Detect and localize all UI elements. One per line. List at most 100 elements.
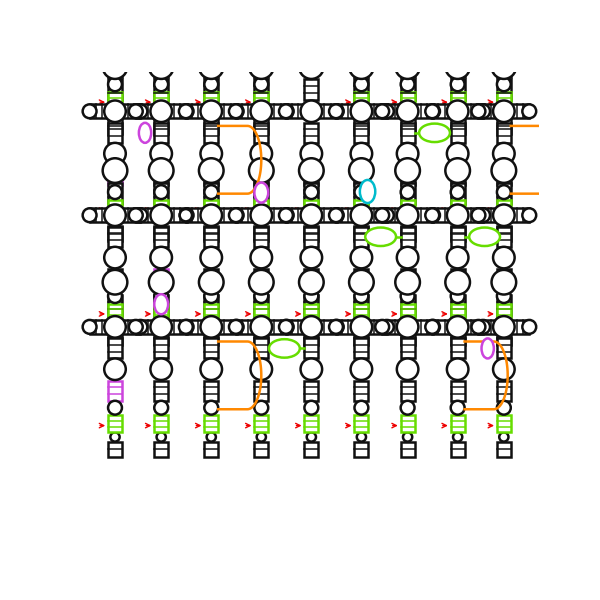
Bar: [464, 104, 483, 118]
Bar: [154, 226, 168, 241]
Bar: [108, 79, 122, 100]
Bar: [511, 0, 529, 10]
Circle shape: [230, 320, 244, 334]
Circle shape: [523, 104, 536, 118]
Ellipse shape: [515, 16, 546, 34]
Circle shape: [257, 109, 266, 118]
Bar: [108, 165, 122, 185]
Bar: [464, 0, 483, 10]
Bar: [218, 104, 236, 118]
Bar: [168, 104, 187, 118]
Circle shape: [349, 270, 374, 295]
Ellipse shape: [482, 338, 494, 358]
Bar: [205, 15, 218, 35]
Bar: [401, 79, 415, 100]
Circle shape: [445, 54, 470, 79]
Bar: [154, 118, 168, 134]
Bar: [154, 123, 168, 143]
Circle shape: [104, 143, 126, 164]
Circle shape: [425, 208, 439, 222]
Circle shape: [154, 401, 168, 415]
Circle shape: [451, 401, 464, 415]
Bar: [304, 123, 318, 143]
Bar: [497, 442, 511, 457]
Circle shape: [108, 289, 122, 303]
Circle shape: [499, 433, 508, 442]
Circle shape: [301, 316, 322, 338]
Bar: [478, 208, 497, 222]
Circle shape: [251, 143, 272, 164]
Bar: [497, 226, 511, 241]
Bar: [451, 165, 464, 185]
Bar: [108, 92, 122, 109]
Circle shape: [249, 270, 274, 295]
Bar: [254, 269, 268, 289]
Bar: [304, 183, 318, 205]
Ellipse shape: [365, 227, 396, 246]
Circle shape: [497, 77, 511, 91]
Circle shape: [206, 433, 216, 442]
Bar: [355, 442, 368, 457]
Bar: [336, 104, 355, 118]
Bar: [451, 183, 464, 205]
Circle shape: [151, 0, 172, 14]
Circle shape: [380, 0, 394, 10]
Bar: [336, 0, 355, 10]
Bar: [205, 330, 218, 346]
Circle shape: [329, 104, 343, 118]
Bar: [336, 208, 355, 222]
Circle shape: [357, 217, 366, 226]
Bar: [401, 165, 415, 185]
Bar: [401, 330, 415, 346]
Bar: [497, 123, 511, 143]
Circle shape: [104, 316, 126, 338]
Circle shape: [451, 185, 464, 199]
Circle shape: [299, 54, 323, 79]
Circle shape: [491, 158, 516, 183]
Circle shape: [499, 109, 508, 118]
Circle shape: [397, 205, 418, 226]
Bar: [236, 0, 254, 10]
Circle shape: [447, 358, 469, 380]
Bar: [318, 208, 337, 222]
Bar: [401, 381, 415, 401]
Circle shape: [401, 77, 415, 91]
Bar: [451, 123, 464, 143]
Circle shape: [103, 158, 127, 183]
Circle shape: [349, 158, 374, 183]
Bar: [355, 415, 368, 433]
Bar: [205, 227, 218, 247]
Bar: [268, 104, 287, 118]
Circle shape: [206, 321, 216, 330]
Circle shape: [179, 208, 194, 222]
Circle shape: [403, 217, 412, 226]
Circle shape: [375, 104, 389, 118]
Bar: [205, 226, 218, 241]
Bar: [154, 338, 168, 358]
Circle shape: [110, 109, 119, 118]
Circle shape: [403, 321, 412, 330]
Ellipse shape: [139, 123, 151, 143]
Bar: [451, 15, 464, 35]
Circle shape: [199, 54, 224, 79]
Bar: [254, 226, 268, 241]
Bar: [254, 415, 268, 433]
Bar: [254, 92, 268, 109]
Bar: [218, 208, 236, 222]
Circle shape: [397, 316, 418, 338]
Bar: [304, 295, 318, 316]
Bar: [136, 320, 154, 334]
Circle shape: [453, 217, 462, 226]
Circle shape: [205, 185, 218, 199]
Bar: [401, 123, 415, 143]
Circle shape: [206, 109, 216, 118]
Bar: [451, 442, 464, 457]
Bar: [122, 0, 140, 10]
Circle shape: [330, 320, 344, 334]
Circle shape: [110, 433, 119, 442]
Circle shape: [453, 321, 462, 330]
Circle shape: [299, 270, 323, 295]
Circle shape: [104, 35, 126, 56]
Ellipse shape: [419, 124, 450, 142]
Bar: [254, 442, 268, 457]
